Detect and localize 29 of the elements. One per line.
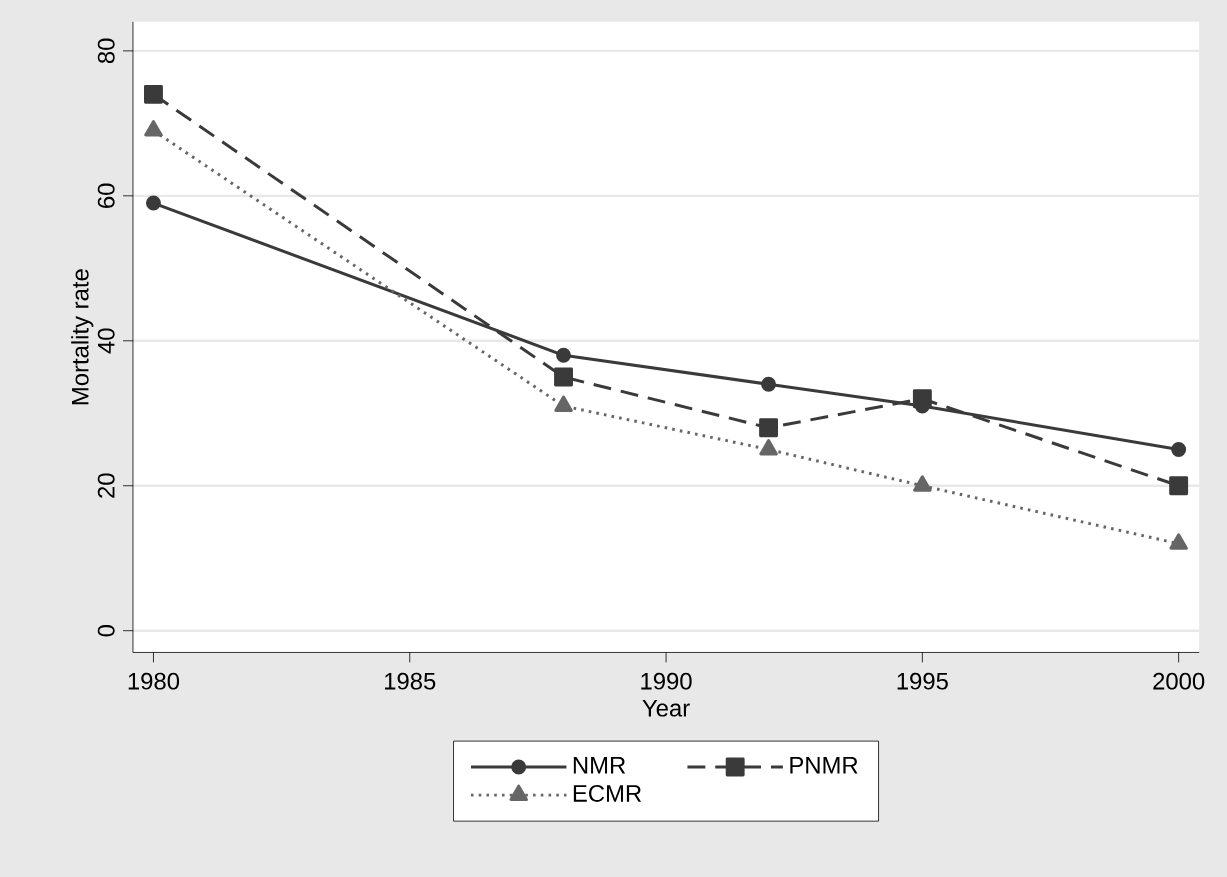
point [554,395,573,412]
x-tick-label: 2000 [1153,672,1205,690]
y-axis-title: Mortality rate [71,269,94,405]
point [1171,441,1187,457]
x-axis-title: Year [642,699,690,717]
y-tick-label: 80 [97,38,115,63]
point [759,438,778,456]
point [1169,476,1189,496]
point [556,347,571,363]
y-tick-label: 60 [97,183,115,208]
legend-label: NMR [573,756,626,774]
y-tick-label: 0 [97,624,115,637]
point [145,195,161,211]
x-tick-label: 1985 [385,672,436,690]
point [1169,533,1188,550]
x-tick-label: 1980 [128,672,180,690]
point [759,418,779,438]
y-tick-label: 20 [97,473,115,498]
legend-label: ECMR [573,784,642,802]
point [554,367,573,387]
x-tick-label: 1990 [641,672,692,690]
point [912,389,932,409]
point [144,84,163,104]
x-tick-label: 1995 [897,672,948,690]
point [144,120,163,137]
legend-label: PNMR [790,756,858,774]
point [913,475,932,492]
y-tick-label: 40 [97,328,115,354]
point [761,376,777,392]
